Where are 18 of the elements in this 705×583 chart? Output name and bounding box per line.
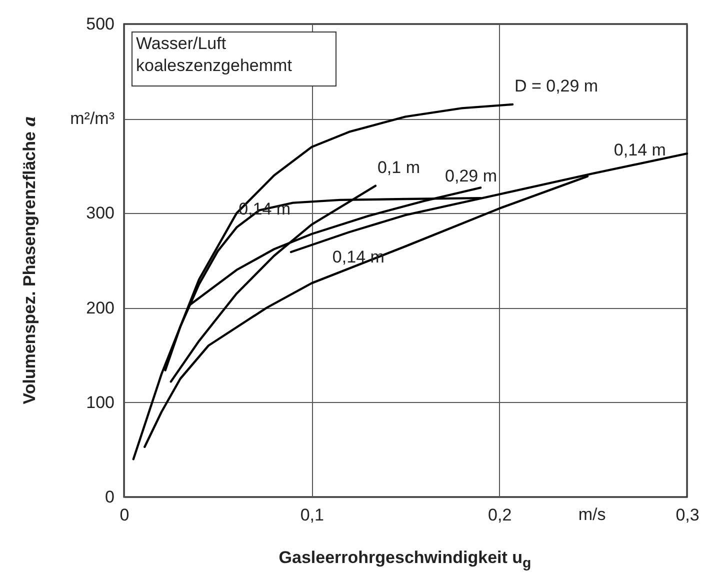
x-axis-title: Gasleerrohrgeschwindigkeit u$_{g}$ bbox=[278, 548, 532, 572]
text: m/s bbox=[578, 505, 606, 524]
x-tick-label: 0 bbox=[120, 506, 130, 524]
y-tick-label: m²/m³ bbox=[70, 109, 115, 128]
annotation: 0,1 m bbox=[377, 158, 420, 177]
y-tick-label: 100 bbox=[86, 392, 114, 412]
y-tick-label: 0 bbox=[105, 488, 114, 506]
y-tick-label: 500 bbox=[86, 14, 114, 34]
annotation: D = 0,29 m bbox=[514, 76, 598, 96]
annotation: 0,14 m bbox=[614, 140, 666, 160]
x-tick-label: 0,1 bbox=[300, 506, 324, 524]
x-tick-label: 0,3 bbox=[676, 506, 700, 524]
y-axis-title: Volumenspez. Phasengrenzfläche a bbox=[20, 116, 40, 404]
annotation: Wasser/Luft koaleszenzgehemmt bbox=[136, 34, 292, 75]
y-tick-label: 300 bbox=[86, 204, 114, 223]
y-tick-label: 200 bbox=[86, 298, 114, 318]
annotation: 0,29 m bbox=[445, 166, 498, 186]
x-tick-label: 0,2 bbox=[488, 506, 512, 524]
